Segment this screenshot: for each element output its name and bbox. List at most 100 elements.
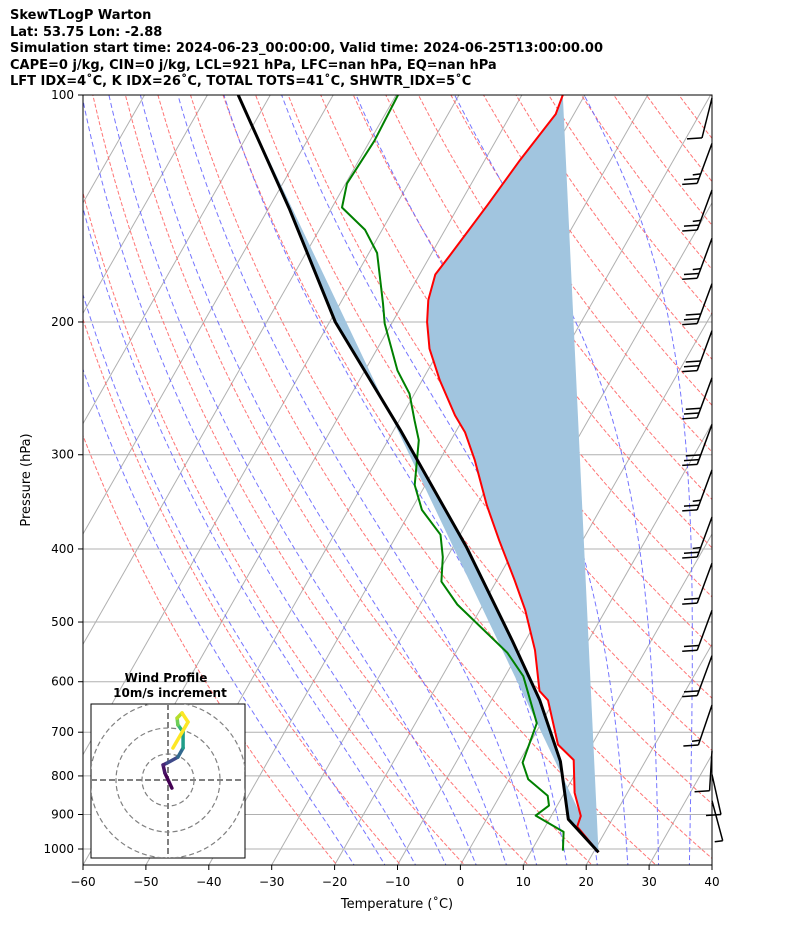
- wind-barb: [682, 189, 713, 232]
- barb-full-tick: [683, 365, 700, 368]
- barb-staff: [696, 609, 713, 651]
- hodograph-segment: [163, 771, 174, 790]
- wind-barb: [686, 97, 713, 140]
- barb-full-tick: [683, 177, 700, 181]
- barb-staff: [696, 424, 713, 465]
- moist-adiabat-line: [83, 205, 417, 865]
- dry-adiabat-line: [157, 95, 657, 865]
- y-tick-label: 300: [51, 448, 74, 462]
- y-tick-label: 1000: [43, 842, 74, 856]
- barb-staff: [711, 800, 724, 841]
- y-tick-label: 400: [51, 542, 74, 556]
- moist-adiabat-line: [83, 97, 447, 865]
- moist-adiabat-line: [139, 95, 507, 865]
- dry-adiabat-line: [385, 95, 712, 549]
- wind-barb: [711, 800, 724, 843]
- wind-barb: [705, 774, 722, 817]
- isotherm-line: [83, 95, 397, 646]
- isotherm-line: [585, 643, 712, 865]
- dewpoint-line: [341, 95, 565, 851]
- barb-staff: [696, 189, 713, 231]
- x-tick-label: −60: [70, 875, 95, 889]
- x-tick-label: −10: [385, 875, 410, 889]
- barb-staff: [696, 469, 713, 511]
- barb-half-tick: [692, 499, 701, 503]
- barb-full-tick: [682, 463, 698, 467]
- barb-full-tick: [682, 322, 698, 326]
- y-tick-label: 200: [51, 315, 74, 329]
- barb-full-tick: [705, 813, 722, 817]
- y-tick-label: 600: [51, 675, 74, 689]
- wind-barb: [682, 237, 713, 280]
- isotherm-line: [711, 863, 712, 865]
- moist-adiabat-line: [177, 95, 538, 865]
- moist-adiabat-line: [720, 95, 743, 868]
- barb-full-tick: [685, 313, 701, 316]
- moist-adiabat-line: [83, 367, 355, 865]
- barb-staff: [697, 704, 713, 746]
- x-tick-label: −40: [196, 875, 221, 889]
- barb-half-tick: [692, 267, 701, 271]
- barb-full-tick: [683, 551, 700, 554]
- barb-full-tick: [682, 694, 698, 698]
- barb-half-tick: [692, 219, 701, 223]
- barb-half-tick: [692, 546, 701, 550]
- barb-half-tick: [692, 173, 701, 176]
- barb-full-tick: [683, 744, 699, 747]
- barb-full-tick: [682, 277, 698, 280]
- dry-adiabat-line: [190, 95, 712, 860]
- wind-barb: [683, 704, 713, 747]
- barb-full-tick: [685, 407, 701, 410]
- dry-adiabat-line: [255, 95, 712, 752]
- hodograph-segment: [165, 755, 180, 765]
- isotherm-line: [522, 532, 712, 865]
- dry-adiabat-line: [417, 95, 712, 501]
- barb-full-tick: [683, 597, 700, 601]
- barb-staff: [696, 330, 713, 371]
- isotherm-line: [459, 422, 712, 865]
- barb-staff: [696, 283, 713, 324]
- barb-full-tick: [682, 229, 698, 232]
- x-tick-label: 10: [516, 875, 531, 889]
- wind-barb: [682, 655, 713, 698]
- barb-full-tick: [694, 789, 710, 793]
- barb-full-tick: [682, 417, 698, 420]
- barb-staff: [696, 377, 713, 419]
- dry-adiabat-line: [83, 191, 466, 865]
- title-line-station: SkewTLogP Warton: [10, 8, 152, 23]
- axes: −60 −50 −40 −30 −20 −10 0 10 20 30 40 100 200 300 400 5…: [43, 88, 719, 889]
- barb-full-tick: [685, 454, 701, 457]
- barb-full-tick: [682, 602, 698, 605]
- barb-staff: [711, 774, 722, 815]
- y-tick-label: 500: [51, 615, 74, 629]
- x-tick-label: 40: [704, 875, 719, 889]
- barb-full-tick: [683, 412, 700, 415]
- moist-adiabat-line: [454, 95, 660, 865]
- y-axis-label: Pressure (hPa): [19, 433, 34, 526]
- x-tick-label: 30: [641, 875, 656, 889]
- wind-barb: [682, 609, 713, 652]
- wind-barb: [682, 143, 713, 186]
- dry-adiabat-line: [645, 95, 712, 183]
- y-tick-label: 900: [51, 807, 74, 821]
- dry-adiabat-line: [678, 95, 712, 140]
- x-tick-label: −50: [133, 875, 158, 889]
- barb-full-tick: [682, 556, 698, 559]
- dry-adiabat-line: [450, 95, 712, 453]
- wind-barb: [682, 562, 713, 605]
- hodograph-title: Wind Profile: [125, 671, 208, 685]
- barb-staff: [701, 97, 713, 139]
- profile-lines: [236, 95, 600, 854]
- hodograph-inset: Wind Profile 10m/s increment: [90, 671, 246, 859]
- isotherm-line: [83, 95, 334, 535]
- barb-full-tick: [683, 318, 700, 321]
- moist-adiabat-line: [223, 95, 568, 865]
- hodograph-segment: [180, 711, 190, 724]
- barb-full-tick: [685, 360, 701, 363]
- temperature-line: [426, 95, 600, 853]
- isotherm-line: [0, 95, 19, 866]
- y-tick-label: 100: [51, 88, 74, 102]
- barb-full-tick: [683, 690, 700, 693]
- barb-staff: [696, 655, 713, 696]
- barb-half-tick: [714, 839, 723, 843]
